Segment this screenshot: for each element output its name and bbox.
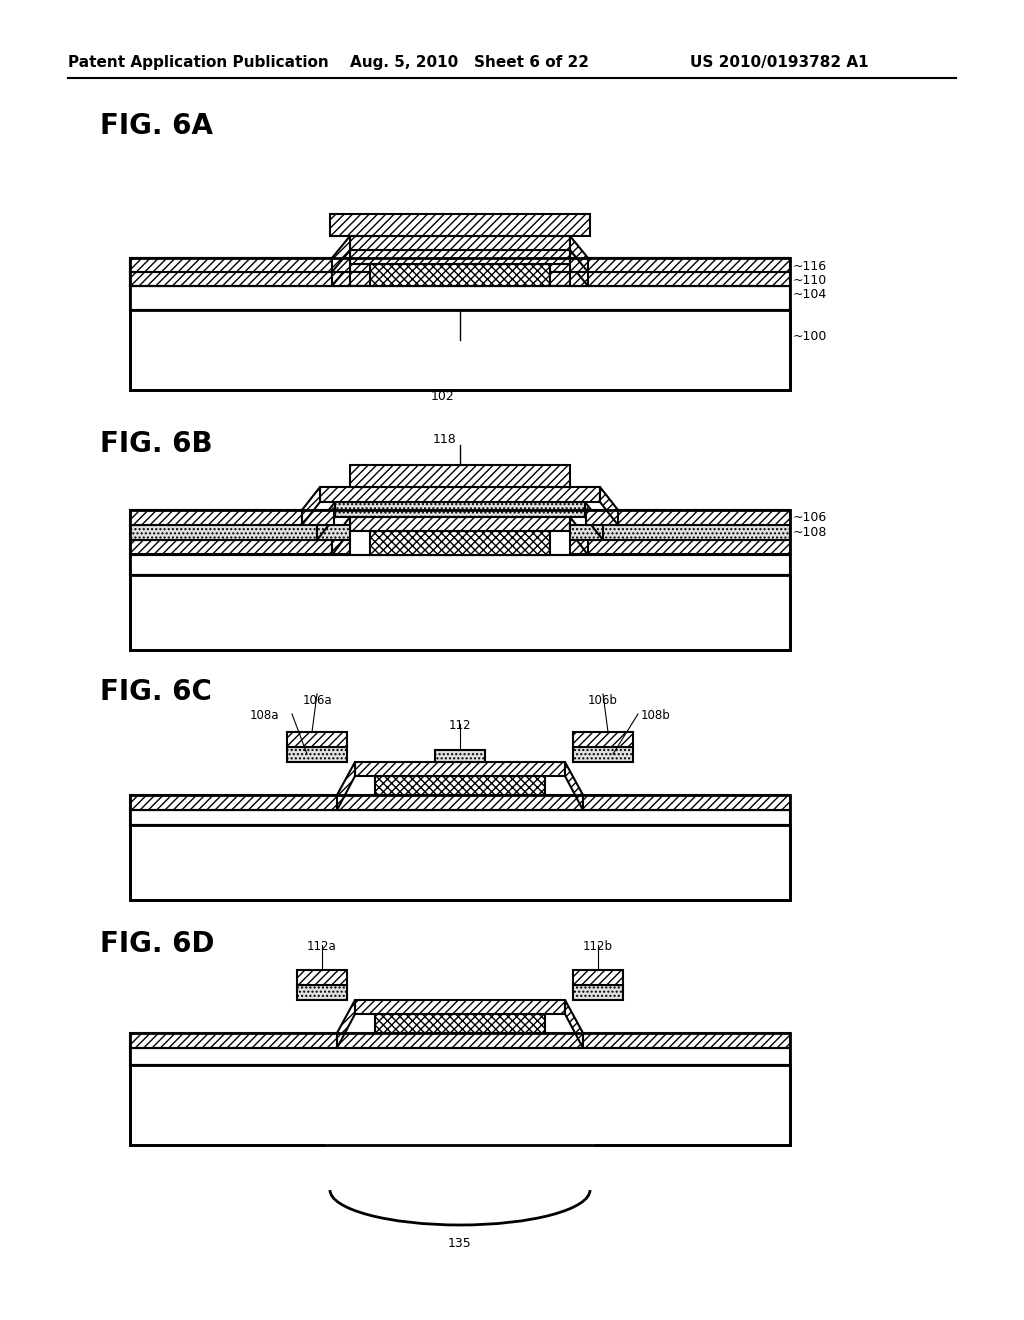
Text: FIG. 6C: FIG. 6C: [100, 678, 212, 706]
Polygon shape: [337, 762, 355, 810]
Bar: [130, 257, 790, 389]
Bar: [350, 236, 570, 249]
Bar: [573, 985, 623, 1001]
Polygon shape: [570, 249, 588, 286]
Text: ~110: ~110: [793, 275, 827, 286]
Polygon shape: [332, 517, 350, 554]
Bar: [130, 1034, 790, 1048]
Bar: [130, 310, 790, 389]
Bar: [573, 747, 633, 762]
Text: 112b: 112b: [583, 940, 613, 953]
Polygon shape: [585, 502, 603, 540]
Bar: [297, 985, 347, 1001]
Text: 135: 135: [449, 1237, 472, 1250]
Bar: [573, 970, 623, 985]
Bar: [570, 257, 790, 272]
Text: FIG. 6B: FIG. 6B: [100, 430, 213, 458]
Bar: [335, 502, 585, 517]
Text: 118: 118: [433, 433, 457, 446]
Text: 108a: 108a: [250, 709, 279, 722]
Polygon shape: [337, 1001, 355, 1048]
Text: 102: 102: [431, 389, 455, 403]
Text: ~106: ~106: [793, 511, 827, 524]
Bar: [370, 264, 550, 286]
Text: ~116: ~116: [793, 260, 827, 273]
Bar: [375, 776, 545, 795]
Bar: [130, 1065, 790, 1144]
Bar: [130, 510, 790, 649]
Bar: [355, 1001, 565, 1014]
Polygon shape: [302, 487, 319, 525]
Bar: [130, 257, 790, 272]
Polygon shape: [332, 236, 350, 272]
Text: 106b: 106b: [588, 694, 617, 708]
Bar: [130, 554, 790, 576]
Bar: [570, 540, 790, 554]
Polygon shape: [565, 1001, 583, 1048]
Bar: [130, 825, 790, 900]
Polygon shape: [332, 249, 350, 286]
Text: ~108: ~108: [793, 525, 827, 539]
Text: ~104: ~104: [793, 288, 827, 301]
Bar: [130, 525, 350, 540]
Bar: [319, 487, 600, 502]
Bar: [130, 510, 334, 525]
Text: 112: 112: [449, 719, 471, 733]
Bar: [130, 795, 790, 810]
Text: Aug. 5, 2010   Sheet 6 of 22: Aug. 5, 2010 Sheet 6 of 22: [350, 54, 589, 70]
Bar: [350, 465, 570, 487]
Bar: [370, 531, 550, 554]
Bar: [570, 525, 790, 540]
Bar: [130, 1048, 790, 1065]
Text: Patent Application Publication: Patent Application Publication: [68, 54, 329, 70]
Bar: [130, 286, 790, 310]
Text: FIG. 6D: FIG. 6D: [100, 931, 214, 958]
Bar: [130, 257, 350, 272]
Polygon shape: [570, 517, 588, 554]
Bar: [130, 810, 790, 825]
Text: 108b: 108b: [641, 709, 671, 722]
Bar: [573, 733, 633, 747]
Bar: [586, 510, 790, 525]
Text: FIG. 6A: FIG. 6A: [100, 112, 213, 140]
Bar: [130, 272, 790, 286]
Ellipse shape: [330, 1155, 590, 1225]
Polygon shape: [565, 762, 583, 810]
Text: 106a: 106a: [302, 694, 332, 708]
Bar: [130, 795, 790, 900]
Polygon shape: [600, 487, 618, 525]
Bar: [350, 517, 570, 531]
Bar: [570, 272, 790, 286]
Bar: [297, 970, 347, 985]
Bar: [435, 750, 485, 762]
Bar: [375, 1014, 545, 1034]
Bar: [330, 214, 590, 236]
Bar: [325, 1119, 595, 1191]
Bar: [130, 1034, 790, 1144]
Text: ~100: ~100: [793, 330, 827, 343]
Polygon shape: [317, 502, 335, 540]
Bar: [287, 733, 347, 747]
Bar: [130, 272, 350, 286]
Bar: [130, 576, 790, 649]
Polygon shape: [570, 236, 588, 272]
Bar: [355, 762, 565, 776]
Bar: [287, 747, 347, 762]
Bar: [350, 249, 570, 264]
Text: US 2010/0193782 A1: US 2010/0193782 A1: [690, 54, 868, 70]
Text: 112a: 112a: [307, 940, 337, 953]
Bar: [130, 540, 350, 554]
